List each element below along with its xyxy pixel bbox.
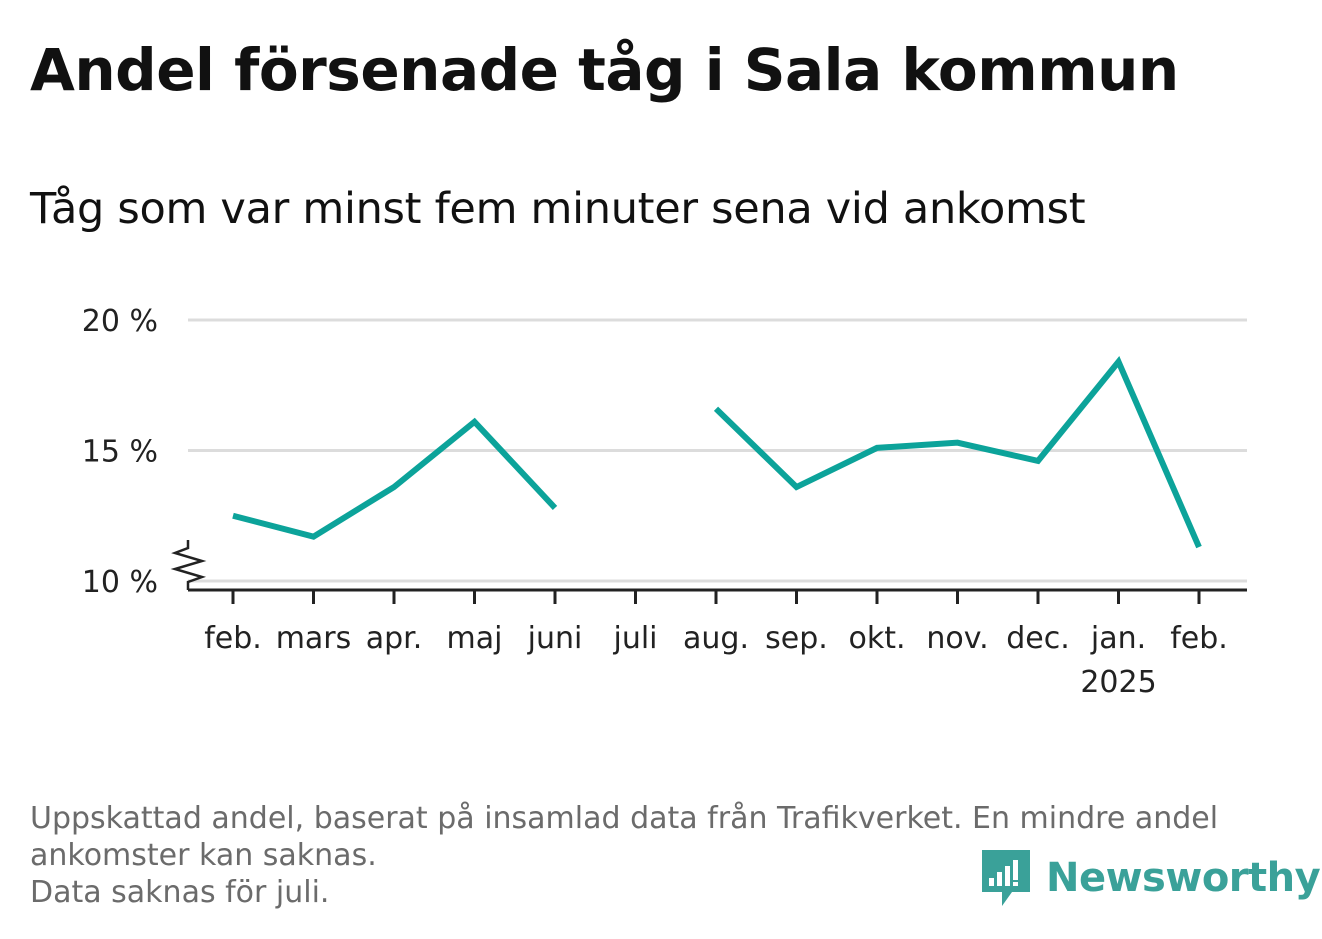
footnote: Uppskattad andel, baserat på insamlad da… xyxy=(30,800,1290,911)
newsworthy-logo-icon xyxy=(982,850,1030,906)
footnote-line-3: Data saknas för juli. xyxy=(30,875,330,910)
brand-logo: Newsworthy xyxy=(980,848,1321,908)
y-axis-break-icon xyxy=(170,540,207,590)
x-tick-label: jan. xyxy=(1090,621,1146,656)
y-tick-label: 20 % xyxy=(82,304,158,339)
x-tick-label: okt. xyxy=(848,621,905,656)
y-tick-label: 15 % xyxy=(82,435,158,470)
y-axis-ticks: 20 % 15 % 10 % xyxy=(82,304,158,600)
x-tick-label: maj xyxy=(447,621,503,656)
x-tick-label: sep. xyxy=(765,621,828,656)
x-tick-label: feb. xyxy=(204,621,262,656)
x-tick-label: dec. xyxy=(1006,621,1070,656)
chart-subtitle: Tåg som var minst fem minuter sena vid a… xyxy=(30,184,1086,234)
series-line-segment xyxy=(713,356,1202,549)
x-tick-label: juni xyxy=(527,621,583,656)
footnote-line-1: Uppskattad andel, baserat på insamlad da… xyxy=(30,801,1219,836)
x-tick-label: apr. xyxy=(366,621,423,656)
series-lines xyxy=(232,356,1202,549)
x-tick-label: juli xyxy=(612,621,657,656)
chart-title: Andel försenade tåg i Sala kommun xyxy=(30,36,1179,104)
footnote-line-2: ankomster kan saknas. xyxy=(30,838,377,873)
x-year-label: 2025 xyxy=(1080,665,1156,700)
gridlines xyxy=(188,318,1247,583)
x-tick-label: nov. xyxy=(926,621,988,656)
x-tick-label: aug. xyxy=(683,621,749,656)
x-tick-label: mars xyxy=(276,621,352,656)
brand-name: Newsworthy xyxy=(1046,855,1321,901)
series-line-segment xyxy=(232,417,558,540)
x-tick-label: feb. xyxy=(1170,621,1228,656)
x-axis: feb. mars apr. maj juni juli aug. sep. okt. nov. d… xyxy=(170,540,1247,700)
y-tick-label: 10 % xyxy=(82,565,158,600)
